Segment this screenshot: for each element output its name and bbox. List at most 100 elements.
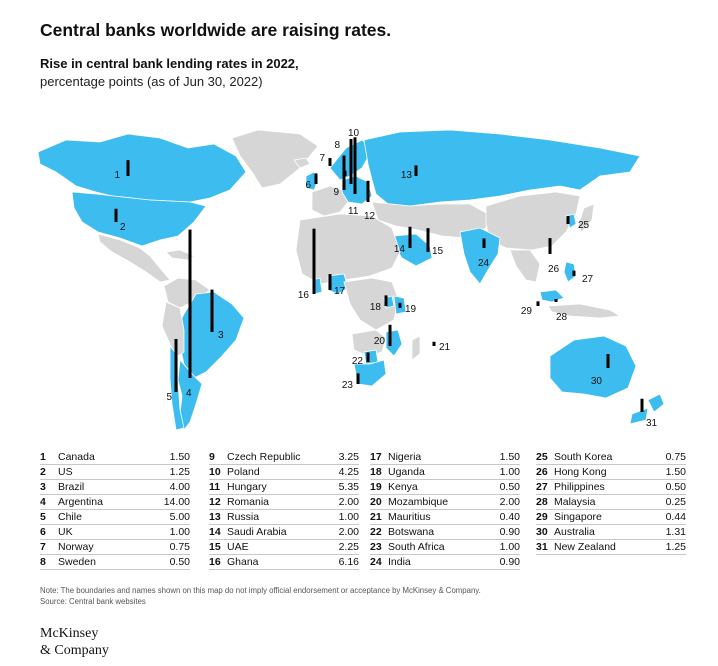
canada-shape bbox=[37, 133, 247, 203]
map-bar-21 bbox=[432, 341, 436, 346]
legend-country: Romania bbox=[227, 496, 270, 508]
legend-row: 26 Hong Kong 1.50 bbox=[536, 465, 686, 480]
legend-value: 1.50 bbox=[665, 466, 686, 478]
legend-number: 7 bbox=[40, 541, 46, 553]
map-bar-11 bbox=[353, 137, 357, 194]
map-bar-15 bbox=[426, 228, 430, 252]
map-bar-25 bbox=[566, 216, 570, 224]
map-bar-24 bbox=[482, 238, 486, 248]
legend-country: India bbox=[388, 556, 411, 568]
legend-row: 3 Brazil 4.00 bbox=[40, 480, 190, 495]
map-bar-16 bbox=[312, 228, 316, 294]
legend-number: 10 bbox=[209, 466, 221, 478]
legend-country: South Africa bbox=[388, 541, 445, 553]
iceland-shape bbox=[293, 157, 311, 169]
legend-number: 19 bbox=[370, 481, 382, 493]
map-label-11: 11 bbox=[348, 206, 359, 217]
legend-row: 31 New Zealand 1.25 bbox=[536, 540, 686, 555]
legend-country: US bbox=[58, 466, 73, 478]
map-label-13: 13 bbox=[401, 170, 413, 181]
map-label-7: 7 bbox=[319, 153, 325, 164]
legend-number: 29 bbox=[536, 511, 548, 523]
map-bar-4 bbox=[188, 229, 192, 378]
legend-number: 14 bbox=[209, 526, 221, 538]
legend-country: Russia bbox=[227, 511, 260, 523]
legend-value: 1.25 bbox=[665, 541, 686, 553]
nigeria-shape bbox=[327, 273, 349, 295]
legend-country: Chile bbox=[58, 511, 82, 523]
map-label-26: 26 bbox=[548, 264, 560, 275]
map-label-23: 23 bbox=[342, 380, 354, 391]
legend-number: 12 bbox=[209, 496, 221, 508]
legend-value: 1.00 bbox=[338, 511, 359, 523]
legend-country: Malaysia bbox=[554, 496, 596, 508]
map-label-20: 20 bbox=[374, 336, 386, 347]
legend-row: 7 Norway 0.75 bbox=[40, 540, 190, 555]
map-bar-5 bbox=[174, 339, 178, 392]
source-note: Source: Central bank websites bbox=[40, 597, 146, 606]
legend-value: 3.25 bbox=[338, 451, 359, 463]
legend-row: 23 South Africa 1.00 bbox=[370, 540, 520, 555]
legend-value: 2.00 bbox=[499, 496, 520, 508]
legend-country: Botswana bbox=[388, 526, 435, 538]
chart-subtitle: Rise in central bank lending rates in 20… bbox=[40, 56, 299, 71]
legend-column: 17 Nigeria 1.50 18 Uganda 1.00 19 Kenya 0.50 20 Mo… bbox=[370, 450, 520, 570]
map-bar-9 bbox=[342, 155, 346, 190]
map-label-1: 1 bbox=[114, 170, 120, 181]
legend-row: 11 Hungary 5.35 bbox=[209, 480, 359, 495]
legend-country: Uganda bbox=[388, 466, 425, 478]
map-label-8: 8 bbox=[334, 140, 340, 151]
legend-value: 0.40 bbox=[499, 511, 520, 523]
map-label-25: 25 bbox=[578, 220, 590, 231]
central-africa-shape bbox=[343, 277, 399, 331]
legend-number: 25 bbox=[536, 451, 548, 463]
legend-value: 2.25 bbox=[338, 541, 359, 553]
legend-value: 0.90 bbox=[499, 526, 520, 538]
legend-value: 0.25 bbox=[665, 496, 686, 508]
map-bar-6 bbox=[314, 173, 318, 184]
footnote: Note: The boundaries and names shown on … bbox=[40, 586, 481, 595]
map-bar-26 bbox=[548, 238, 552, 254]
legend-row: 1 Canada 1.50 bbox=[40, 450, 190, 465]
legend-value: 1.00 bbox=[499, 541, 520, 553]
legend-row: 12 Romania 2.00 bbox=[209, 495, 359, 510]
map-bar-2 bbox=[114, 208, 118, 222]
legend-country: UK bbox=[58, 526, 73, 538]
russia-shape bbox=[363, 129, 641, 207]
legend-value: 0.75 bbox=[665, 451, 686, 463]
western-europe-shape bbox=[311, 185, 349, 217]
legend-country: Saudi Arabia bbox=[227, 526, 287, 538]
legend-country: Brazil bbox=[58, 481, 85, 493]
legend-number: 15 bbox=[209, 541, 221, 553]
madagascar-shape bbox=[411, 335, 421, 361]
map-label-17: 17 bbox=[334, 286, 346, 297]
legend-number: 13 bbox=[209, 511, 221, 523]
legend-row: 6 UK 1.00 bbox=[40, 525, 190, 540]
legend-number: 27 bbox=[536, 481, 548, 493]
legend-value: 1.00 bbox=[169, 526, 190, 538]
map-bar-30 bbox=[606, 354, 610, 368]
legend-row: 21 Mauritius 0.40 bbox=[370, 510, 520, 525]
legend-row: 8 Sweden 0.50 bbox=[40, 555, 190, 570]
legend-value: 0.44 bbox=[665, 511, 686, 523]
malaysia-shape bbox=[539, 289, 565, 303]
legend-value: 1.50 bbox=[499, 451, 520, 463]
map-label-2: 2 bbox=[120, 222, 126, 233]
legend-number: 6 bbox=[40, 526, 46, 538]
legend-country: Argentina bbox=[58, 496, 103, 508]
map-label-28: 28 bbox=[556, 312, 568, 323]
legend-number: 30 bbox=[536, 526, 548, 538]
map-bar-17 bbox=[328, 274, 332, 290]
legend-country: Hong Kong bbox=[554, 466, 607, 478]
legend-number: 4 bbox=[40, 496, 46, 508]
legend-row: 10 Poland 4.25 bbox=[209, 465, 359, 480]
map-bar-20 bbox=[388, 324, 392, 346]
legend-row: 4 Argentina 14.00 bbox=[40, 495, 190, 510]
legend-number: 23 bbox=[370, 541, 382, 553]
legend-row: 9 Czech Republic 3.25 bbox=[209, 450, 359, 465]
legend-country: Philippines bbox=[554, 481, 605, 493]
legend-country: Kenya bbox=[388, 481, 418, 493]
legend-country: Mozambique bbox=[388, 496, 449, 508]
legend-value: 2.00 bbox=[338, 496, 359, 508]
